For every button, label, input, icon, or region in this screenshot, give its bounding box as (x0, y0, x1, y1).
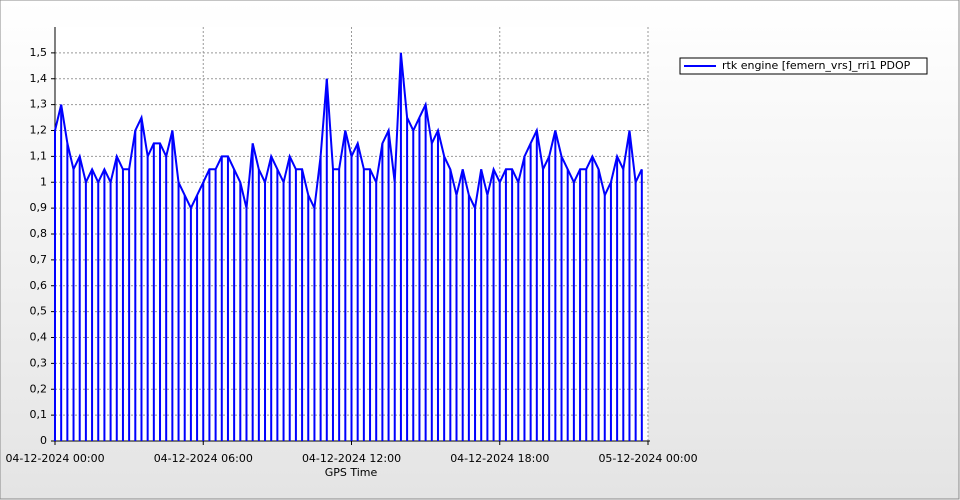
y-tick-label: 0 (40, 434, 47, 447)
y-tick-label: 0,4 (30, 331, 48, 344)
y-tick-label: 0,8 (30, 227, 48, 240)
y-tick-label: 1,2 (30, 124, 48, 137)
x-tick-label: 04-12-2024 18:00 (450, 452, 549, 465)
y-tick-label: 0,2 (30, 382, 48, 395)
y-tick-label: 0,5 (30, 305, 48, 318)
x-tick-label: 04-12-2024 06:00 (154, 452, 253, 465)
y-tick-label: 1,1 (30, 149, 48, 162)
series-line (54, 52, 643, 212)
y-tick-label: 1,5 (30, 46, 48, 59)
y-tick-label: 0,6 (30, 279, 48, 292)
y-tick-label: 0,1 (30, 408, 48, 421)
y-tick-label: 1,4 (30, 72, 48, 85)
x-tick-label: 05-12-2024 00:00 (598, 452, 697, 465)
x-tick-label: 04-12-2024 12:00 (302, 452, 401, 465)
y-tick-label: 0,9 (30, 201, 48, 214)
y-tick-label: 0,3 (30, 356, 48, 369)
x-axis-label: GPS Time (325, 466, 378, 479)
x-tick-label: 04-12-2024 00:00 (5, 452, 104, 465)
y-tick-label: 1 (40, 175, 47, 188)
legend-box (679, 57, 928, 75)
y-tick-label: 0,7 (30, 253, 48, 266)
y-tick-label: 1,3 (30, 98, 48, 111)
legend-label: rtk engine [femern_vrs]_rri1 PDOP (722, 59, 911, 72)
